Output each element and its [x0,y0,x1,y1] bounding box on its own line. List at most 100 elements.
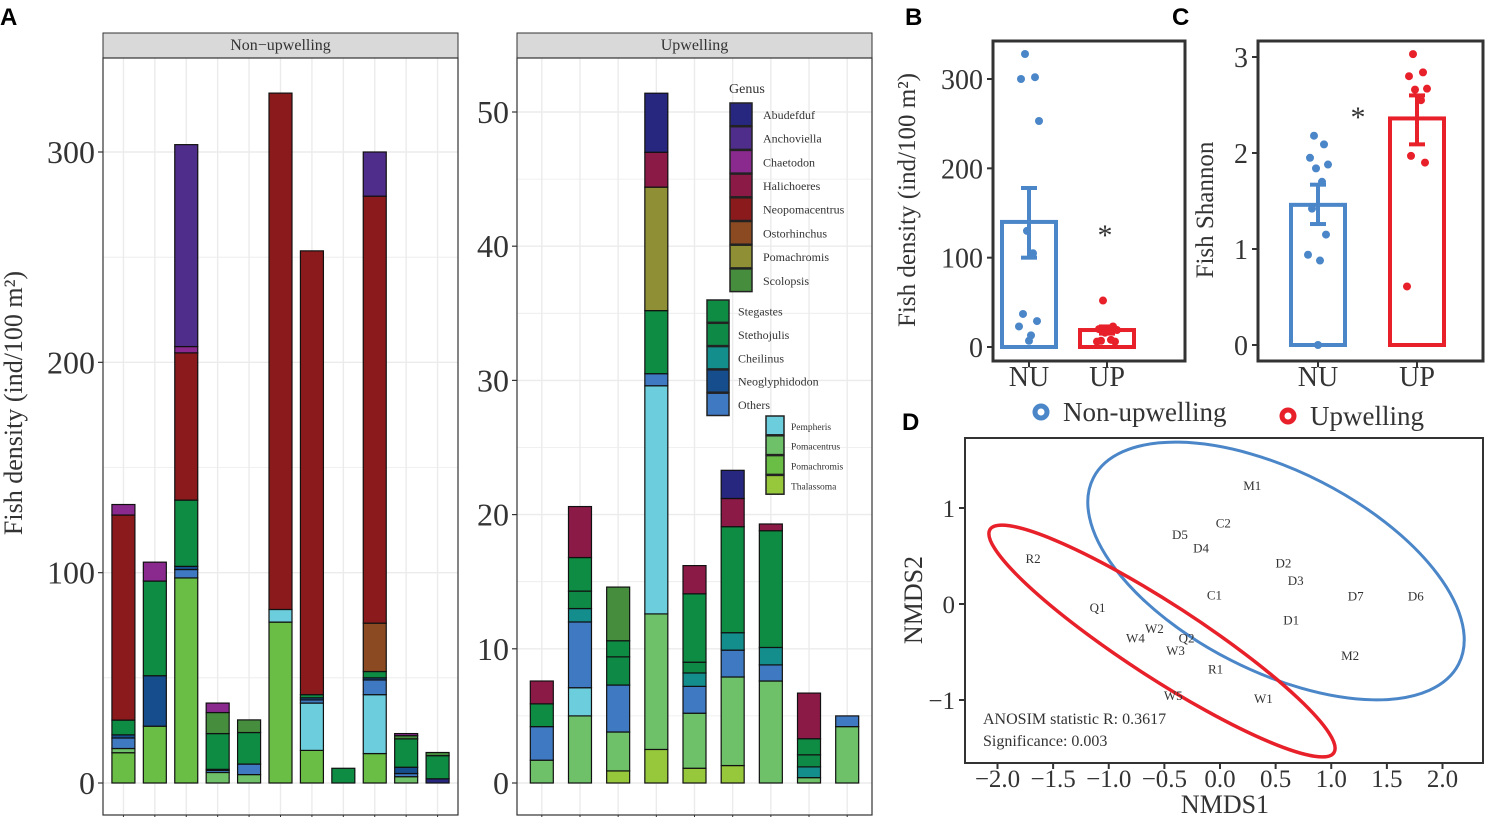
y-tick-label: 0 [79,765,95,801]
facet-title: Non−upwelling [230,37,331,54]
bar-segment-halichoeres [567,505,593,559]
legend-swatch [706,299,730,324]
panel-label-d: D [902,409,919,436]
bar-segment-cheilinus [758,646,783,666]
data-point [1316,256,1324,265]
site-label: M1 [1243,478,1261,493]
bar-segment-stegastes [606,640,631,658]
legend-label: Neopomacentrus [763,203,845,217]
stacked-bar [796,692,822,784]
bar-segment-chaetodon [111,503,136,516]
bar-segment-others [644,373,669,387]
site-label: D6 [1408,588,1424,603]
legend-swatch [765,415,785,436]
data-point [1099,296,1107,305]
legend-swatch [706,322,730,347]
legend-label: Pempheris [791,423,831,433]
genus-legend: Genus Abudefduf Anchoviella Chaetodon Halich… [706,82,845,495]
bar-segment-stegastes [682,593,707,663]
site-label: D1 [1283,612,1299,627]
data-point [1308,204,1316,213]
bar-segment-scolopsis [236,719,262,734]
x-tick-label: 2.0 [1427,766,1458,793]
site-label: D5 [1172,527,1188,542]
y-tick-label: 0 [493,765,509,801]
data-point [1306,153,1314,162]
site-label: D2 [1275,556,1291,571]
y-tick-label: 0 [1234,331,1248,362]
stacked-bar [174,144,199,784]
y-tick-label: 1 [943,496,956,523]
data-point [1031,73,1039,82]
x-axis-title: NMDS1 [1181,790,1269,817]
y-tick-label: 300 [47,134,95,170]
stacked-bar [236,719,262,784]
facet-non-upwelling: Non−upwelling 0 100 200 300 [47,32,459,817]
data-point [1025,336,1033,345]
bar-segment-pomachromis-a [644,186,669,312]
legend-label: Pomachromis [791,463,844,473]
site-label: D3 [1288,573,1304,588]
site-label: C2 [1216,515,1231,530]
data-point [1015,322,1023,331]
y-tick-label: 50 [477,94,509,130]
bar-segment-stegastes [796,738,822,756]
stacked-bar [425,751,450,784]
y-tick-label: 40 [477,228,509,264]
legend-label: Scolopsis [763,274,809,288]
legend-label: Upwelling [1310,401,1424,431]
y-axis-title: Fish density (ind/100 m²) [894,73,921,327]
bar-segment-halichoeres [529,680,554,705]
data-point [1324,160,1332,169]
y-tick-label: 200 [941,154,983,185]
bar-segment-thalassoma [682,767,707,784]
bar-segment-pomacentrus [835,726,860,784]
bar-segment-chaetodon [394,732,419,737]
data-point [1304,250,1312,259]
bar-segment-halichoeres [796,692,822,740]
bar-segment-stegastes [529,703,554,728]
data-point [1019,309,1027,318]
bar-segment-stegastes [236,731,262,765]
y-tick-label: −1 [928,688,955,715]
bar-segment-neopomacentrus [111,514,136,721]
bar-segment-stegastes [142,580,167,677]
y-tick-label: 3 [1234,43,1248,74]
x-tick-label: 0.5 [1260,766,1291,793]
mean-bar-up [1388,116,1446,347]
bar-segment-pomacentrus [529,759,554,784]
legend-swatch [765,454,785,476]
y-tick-label: 300 [941,65,983,96]
legend-label: Ostorhinchus [763,226,827,240]
data-point [1320,140,1328,149]
bar-segment-pomacentrus [111,747,136,754]
facet-title: Upwelling [661,37,729,54]
data-point [1312,164,1320,173]
upwelling-ellipse [987,523,1337,759]
bar-segment-stethojulis [682,661,707,674]
legend-label: Non-upwelling [1063,397,1226,427]
bar-segment-others [174,568,199,579]
y-tick-label: 2 [1234,139,1248,170]
site-label: M2 [1341,648,1359,663]
stacked-bar [529,680,554,784]
legend-title: Genus [729,82,765,97]
y-axis-title: NMDS2 [899,556,928,644]
stacked-bar [205,702,230,784]
legend-swatch [729,125,753,151]
bar-segment-pempheris [299,702,325,751]
data-point [1322,230,1330,239]
bar-segment-abudefduf [720,469,745,500]
bar-segment-halichoeres [758,523,783,532]
legend-label: Others [738,398,770,412]
data-point [1113,326,1121,335]
legend-label: Stethojulis [738,328,790,342]
bar-segment-stegastes [758,530,783,649]
bar-segment-pempheris [362,694,387,755]
bar-segment-pempheris [268,608,293,623]
data-point [1407,151,1415,160]
plot-border [991,39,1187,363]
bar-segment-cheilinus [567,607,593,623]
data-point [1318,177,1326,186]
stacked-bar [331,767,356,784]
